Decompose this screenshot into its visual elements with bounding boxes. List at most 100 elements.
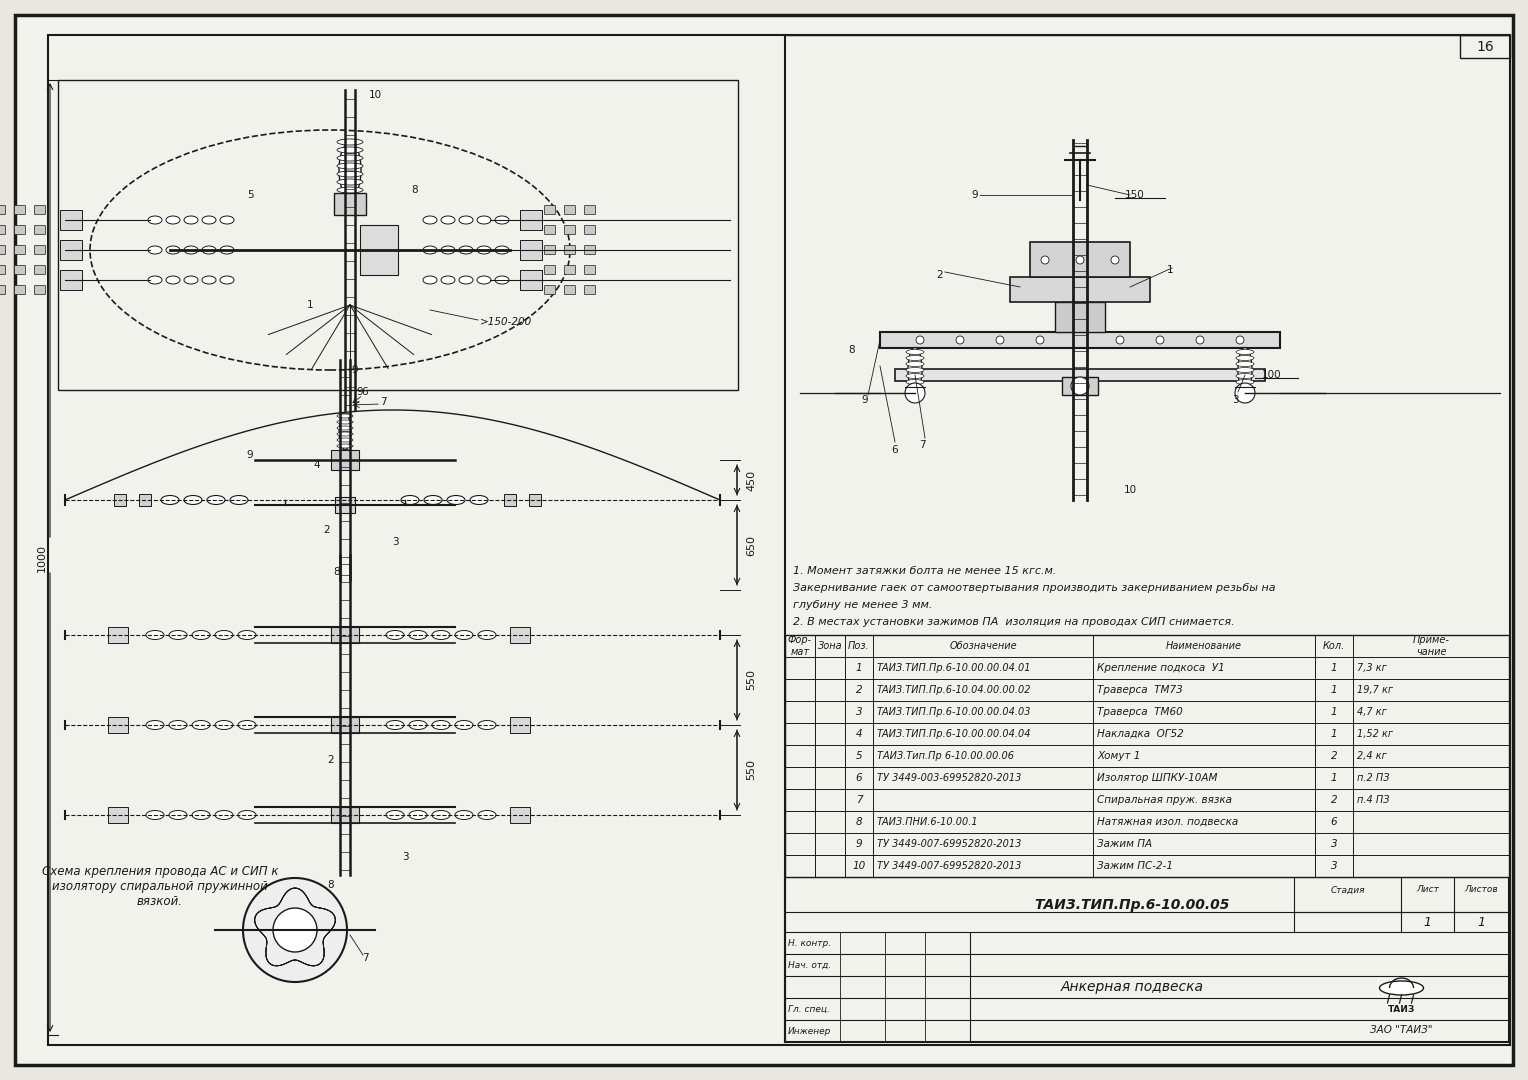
FancyBboxPatch shape — [504, 494, 516, 507]
FancyBboxPatch shape — [0, 226, 6, 234]
Ellipse shape — [183, 246, 199, 254]
Ellipse shape — [193, 720, 209, 729]
Circle shape — [905, 383, 924, 403]
Ellipse shape — [167, 246, 180, 254]
Ellipse shape — [387, 720, 403, 729]
Ellipse shape — [410, 810, 426, 820]
Ellipse shape — [1236, 355, 1254, 361]
FancyBboxPatch shape — [544, 226, 556, 234]
Text: 2: 2 — [327, 755, 335, 765]
Text: ТАИЗ: ТАИЗ — [1387, 1005, 1415, 1014]
Ellipse shape — [147, 720, 163, 729]
Ellipse shape — [1236, 379, 1254, 384]
Text: 1: 1 — [1331, 685, 1337, 696]
Circle shape — [1036, 336, 1044, 345]
Text: 2: 2 — [937, 270, 943, 280]
Ellipse shape — [1236, 367, 1254, 373]
Ellipse shape — [423, 246, 437, 254]
Ellipse shape — [338, 156, 364, 161]
FancyBboxPatch shape — [35, 285, 46, 295]
FancyBboxPatch shape — [785, 635, 1510, 877]
FancyBboxPatch shape — [585, 226, 596, 234]
Text: 100: 100 — [1262, 370, 1282, 380]
Ellipse shape — [193, 810, 209, 820]
FancyBboxPatch shape — [520, 240, 542, 260]
FancyBboxPatch shape — [60, 240, 83, 260]
Text: Спиральная пруж. вязка: Спиральная пруж. вязка — [1097, 795, 1232, 805]
Text: 6: 6 — [856, 773, 862, 783]
Ellipse shape — [423, 216, 437, 224]
Text: 2,4 кг: 2,4 кг — [1357, 751, 1387, 761]
Text: ТАИЗ.Тип.Пр 6-10.00.00.06: ТАИЗ.Тип.Пр 6-10.00.00.06 — [877, 751, 1015, 761]
Text: Натяжная изол. подвеска: Натяжная изол. подвеска — [1097, 816, 1238, 827]
Ellipse shape — [148, 276, 162, 284]
FancyBboxPatch shape — [585, 205, 596, 215]
Ellipse shape — [338, 179, 364, 185]
Text: п.4 ПЗ: п.4 ПЗ — [1357, 795, 1389, 805]
Text: 1: 1 — [1167, 265, 1174, 275]
FancyBboxPatch shape — [520, 210, 542, 230]
Text: ТАИЗ.ТИП.Пр.6-10.04.00.00.02: ТАИЗ.ТИП.Пр.6-10.04.00.00.02 — [877, 685, 1031, 696]
Circle shape — [1235, 383, 1254, 403]
Text: Обозначение: Обозначение — [949, 642, 1016, 651]
FancyBboxPatch shape — [0, 205, 6, 215]
Ellipse shape — [338, 432, 353, 436]
Text: 9: 9 — [972, 190, 978, 200]
FancyBboxPatch shape — [1010, 276, 1151, 302]
Text: 2. В местах установки зажимов ПА  изоляция на проводах СИП снимается.: 2. В местах установки зажимов ПА изоляци… — [793, 617, 1235, 627]
Ellipse shape — [193, 631, 209, 639]
Text: Зажим ПА: Зажим ПА — [1097, 839, 1152, 849]
FancyBboxPatch shape — [564, 226, 576, 234]
FancyBboxPatch shape — [585, 245, 596, 255]
Text: 550: 550 — [746, 670, 756, 690]
Text: Листов: Листов — [1465, 886, 1499, 894]
Ellipse shape — [215, 631, 232, 639]
FancyBboxPatch shape — [139, 494, 151, 507]
Ellipse shape — [432, 631, 451, 639]
Ellipse shape — [906, 367, 924, 373]
Ellipse shape — [908, 348, 921, 392]
Ellipse shape — [183, 496, 202, 504]
Ellipse shape — [339, 143, 361, 198]
Circle shape — [915, 336, 924, 345]
Ellipse shape — [231, 496, 248, 504]
Text: 9: 9 — [862, 395, 868, 405]
Text: Инженер: Инженер — [788, 1026, 831, 1036]
Text: 1: 1 — [1478, 916, 1485, 929]
FancyBboxPatch shape — [544, 285, 556, 295]
Ellipse shape — [423, 276, 437, 284]
Ellipse shape — [238, 631, 257, 639]
Text: 1000: 1000 — [37, 544, 47, 572]
Text: Изолятор ШПКУ-10АМ: Изолятор ШПКУ-10АМ — [1097, 773, 1218, 783]
Circle shape — [1157, 336, 1164, 345]
Ellipse shape — [338, 187, 364, 193]
Ellipse shape — [170, 810, 186, 820]
Text: 8: 8 — [411, 185, 419, 195]
Text: 450: 450 — [746, 470, 756, 490]
Text: 2: 2 — [324, 525, 330, 535]
FancyBboxPatch shape — [361, 225, 397, 275]
Text: 9: 9 — [356, 387, 364, 397]
Ellipse shape — [906, 386, 924, 391]
Text: Закерниваниe гаек от самоотвертывания производить закерниванием резьбы на: Закерниваниe гаек от самоотвертывания пр… — [793, 583, 1276, 593]
Text: 6: 6 — [362, 387, 368, 397]
FancyBboxPatch shape — [510, 717, 530, 733]
FancyBboxPatch shape — [585, 285, 596, 295]
Text: 1,52 кг: 1,52 кг — [1357, 729, 1394, 739]
FancyBboxPatch shape — [335, 193, 367, 215]
Ellipse shape — [338, 420, 353, 424]
Ellipse shape — [477, 246, 490, 254]
FancyBboxPatch shape — [108, 807, 128, 823]
FancyBboxPatch shape — [14, 245, 26, 255]
Text: 3: 3 — [1331, 839, 1337, 849]
Text: Наименование: Наименование — [1166, 642, 1242, 651]
Ellipse shape — [238, 720, 257, 729]
Text: Анкерная подвеска: Анкерная подвеска — [1060, 980, 1204, 994]
Text: ТАИЗ.ТИП.Пр.6-10.00.05: ТАИЗ.ТИП.Пр.6-10.00.05 — [1034, 897, 1230, 912]
Ellipse shape — [183, 216, 199, 224]
Text: 5: 5 — [856, 751, 862, 761]
Text: 1: 1 — [1331, 773, 1337, 783]
Text: 6: 6 — [1331, 816, 1337, 827]
Text: 2: 2 — [856, 685, 862, 696]
Text: 550: 550 — [746, 759, 756, 781]
